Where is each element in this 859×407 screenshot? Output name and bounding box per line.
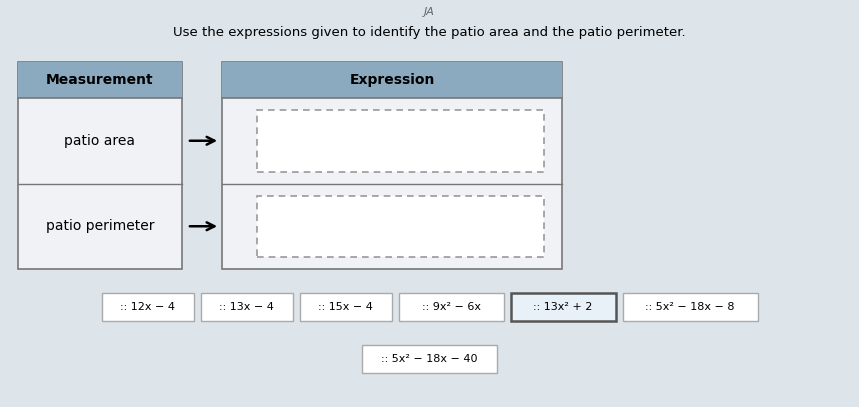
Text: :: 13x − 4: :: 13x − 4	[219, 302, 274, 312]
Text: :: 15x − 4: :: 15x − 4	[318, 302, 373, 312]
Bar	[18, 62, 182, 98]
Text: :: 5x² − 18x − 8: :: 5x² − 18x − 8	[645, 302, 734, 312]
Bar	[257, 195, 544, 257]
Bar	[510, 293, 616, 321]
Bar	[300, 293, 392, 321]
Text: Use the expressions given to identify the patio area and the patio perimeter.: Use the expressions given to identify th…	[174, 26, 685, 39]
Bar	[257, 110, 544, 171]
Bar	[399, 293, 503, 321]
Bar	[222, 62, 562, 98]
Text: :: 13x² + 2: :: 13x² + 2	[533, 302, 593, 312]
Text: Measurement: Measurement	[46, 73, 154, 87]
Bar	[222, 62, 562, 269]
Bar	[200, 293, 293, 321]
Text: Expression: Expression	[350, 73, 435, 87]
Text: patio area: patio area	[64, 134, 136, 148]
Text: patio perimeter: patio perimeter	[46, 219, 155, 233]
Text: :: 9x² − 6x: :: 9x² − 6x	[422, 302, 480, 312]
Text: JA: JA	[424, 7, 435, 17]
Bar	[101, 293, 193, 321]
Bar	[623, 293, 758, 321]
Text: :: 5x² − 18x − 40: :: 5x² − 18x − 40	[381, 354, 478, 364]
Bar	[362, 345, 497, 373]
Text: :: 12x − 4: :: 12x − 4	[120, 302, 175, 312]
Bar	[18, 62, 182, 269]
